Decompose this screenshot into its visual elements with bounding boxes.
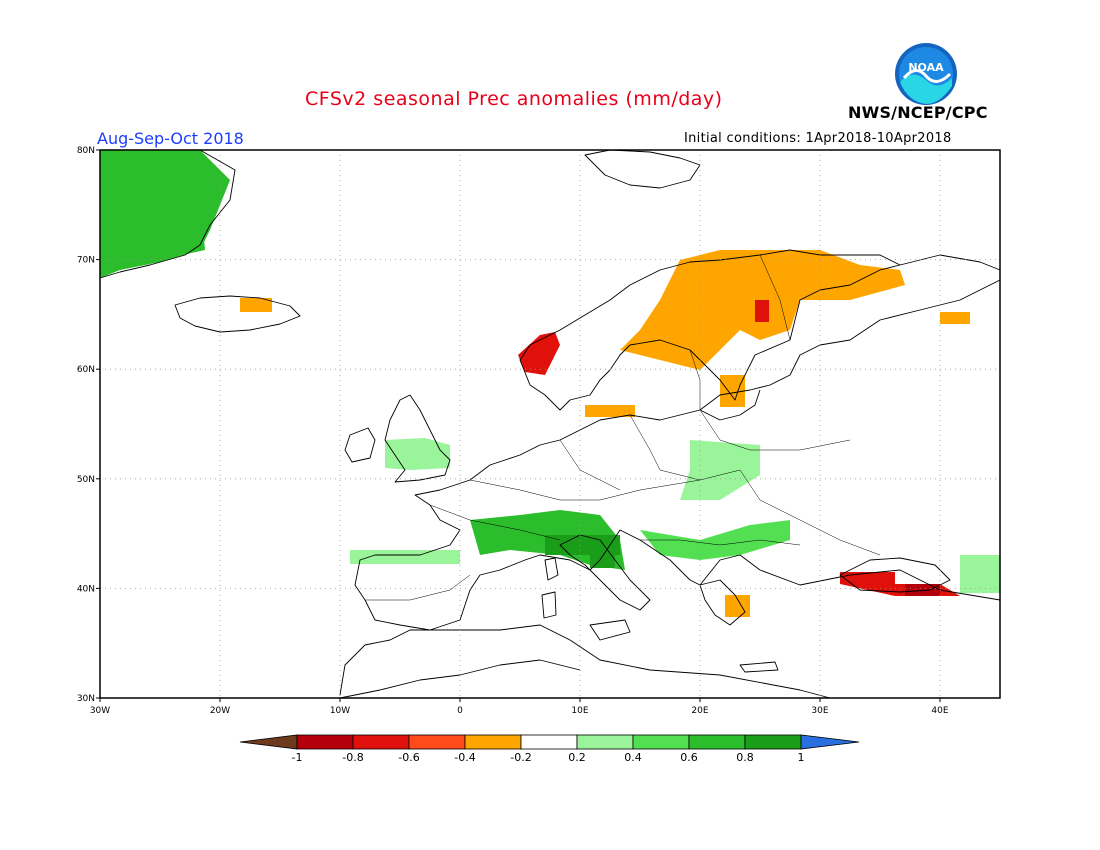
lon-tick-label: 10E: [571, 706, 588, 716]
map-frame: [99, 149, 1001, 699]
anomaly-region-sweden-south: [585, 405, 635, 417]
colorbar-bin: [744, 734, 802, 750]
lat-tick-label: 60N: [77, 365, 95, 375]
colorbar-label: -0.2: [510, 751, 531, 764]
anomaly-region-greece-orange: [725, 595, 750, 617]
anomaly-region-baltic-orange: [720, 375, 745, 407]
colorbar-bin: [352, 734, 410, 750]
colorbar-label: -0.8: [342, 751, 363, 764]
anomaly-region-caucasus: [960, 555, 1000, 593]
anomaly-region-iberia-north: [350, 550, 460, 564]
initial-conditions-label: Initial conditions: 1Apr2018-10Apr2018: [684, 131, 952, 146]
colorbar-bin: [520, 734, 578, 750]
lat-tick-label: 30N: [77, 694, 95, 704]
noaa-logo-icon: NOAA: [895, 43, 957, 105]
colorbar-extend-low: [239, 734, 298, 750]
colorbar-label: 1: [798, 751, 805, 764]
lon-tick-label: 0: [457, 706, 463, 716]
anomaly-region-british-isles: [385, 438, 450, 470]
colorbar-label: -0.6: [398, 751, 419, 764]
map-axes: 30W 20W 10W 0 10E 20E 30E 40E 30N 40N 50N 60N 70N 80N: [77, 146, 949, 716]
anomaly-region-western-norway: [518, 332, 560, 375]
colorbar-label: 0.4: [624, 751, 642, 764]
map-title: CFSv2 seasonal Prec anomalies (mm/day): [305, 88, 723, 110]
colorbar-bin: [632, 734, 690, 750]
svg-text:NOAA: NOAA: [908, 61, 944, 74]
country-borders: [365, 254, 881, 601]
colorbar-label: 0.2: [568, 751, 586, 764]
colorbar: -1 -0.8 -0.6 -0.4 -0.2 0.2 0.4 0.6 0.8 1: [239, 734, 860, 764]
agency-label: NWS/NCEP/CPC: [848, 103, 988, 122]
lon-tick-label: 30E: [811, 706, 828, 716]
valid-period-label: Aug-Sep-Oct 2018: [97, 129, 244, 148]
colorbar-bin: [576, 734, 634, 750]
colorbar-label: -0.4: [454, 751, 475, 764]
colorbar-bin: [296, 734, 354, 750]
lat-tick-label: 70N: [77, 256, 95, 266]
lon-tick-label: 40E: [931, 706, 948, 716]
anomaly-region-balkans: [640, 520, 790, 560]
anomaly-region-central-europe: [680, 440, 760, 500]
coastlines: [99, 149, 1001, 699]
anomaly-region-turkey-core: [905, 584, 940, 596]
lon-tick-label: 30W: [90, 706, 110, 716]
lon-tick-label: 20W: [210, 706, 230, 716]
anomaly-region-alps-core: [590, 540, 615, 568]
lat-tick-label: 50N: [77, 475, 95, 485]
colorbar-bin: [688, 734, 746, 750]
lon-tick-label: 10W: [330, 706, 350, 716]
colorbar-bin: [464, 734, 522, 750]
anomaly-region-greenland-core: [100, 195, 205, 270]
lat-lon-grid: [100, 150, 1000, 698]
colorbar-label: 0.8: [736, 751, 754, 764]
lat-tick-label: 80N: [77, 146, 95, 156]
colorbar-label: -1: [292, 751, 303, 764]
colorbar-label: 0.6: [680, 751, 698, 764]
anomaly-region-iceland: [240, 298, 272, 312]
colorbar-extend-high: [800, 734, 860, 750]
anomaly-region-finland-red: [755, 300, 769, 322]
anomaly-shading: [100, 150, 1000, 617]
lon-tick-label: 20E: [691, 706, 708, 716]
lat-tick-label: 40N: [77, 584, 95, 594]
anomaly-region-russia-orange: [940, 312, 970, 324]
colorbar-bin: [408, 734, 466, 750]
